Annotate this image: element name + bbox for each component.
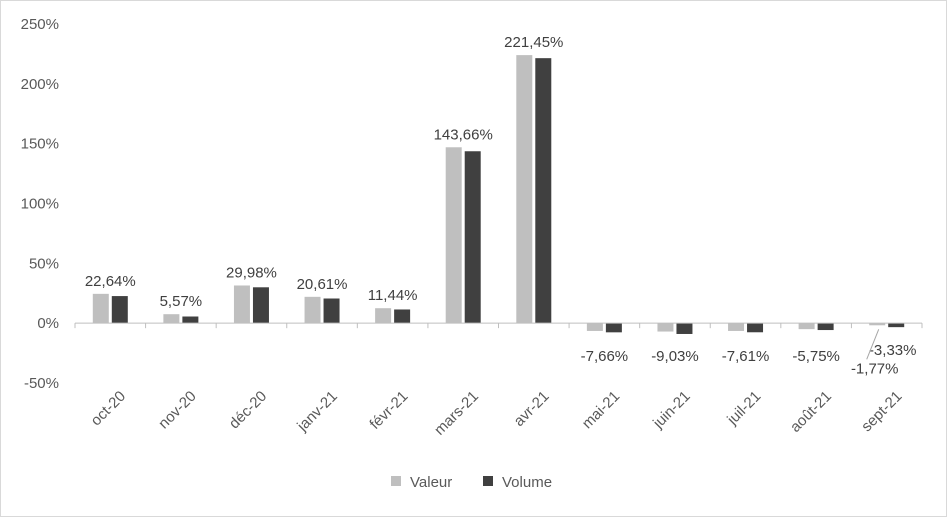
x-tick-label: déc-20 xyxy=(226,388,270,432)
x-tick-label: juil-21 xyxy=(723,388,764,429)
bar-volume xyxy=(535,58,552,324)
bar-valeur xyxy=(163,314,180,324)
bar-valeur xyxy=(657,323,674,332)
bar-volume xyxy=(888,323,905,328)
data-label: 22,64% xyxy=(85,273,136,290)
x-tick-label: juin-21 xyxy=(649,388,694,433)
legend-swatch-valeur xyxy=(391,476,401,486)
bar-volume xyxy=(111,296,128,324)
y-tick-label: 100% xyxy=(21,196,59,213)
y-axis: 250% 200% 150% 100% 50% 0% -50% xyxy=(21,16,59,392)
legend: Valeur Volume xyxy=(391,474,552,491)
x-tick-label: août-21 xyxy=(787,388,835,436)
bar-valeur xyxy=(869,323,886,326)
x-tick-label: avr-21 xyxy=(511,388,553,430)
bar-volume xyxy=(605,323,622,333)
bar-valeur xyxy=(375,308,392,324)
x-tick-label: mars-21 xyxy=(431,388,482,439)
bar-volume xyxy=(182,316,199,324)
x-tick-label: févr-21 xyxy=(366,388,411,433)
data-labels: 22,64% 5,57% 29,98% 20,61% 11,44% 143,66% 221,… xyxy=(85,34,917,377)
data-label: -9,03% xyxy=(651,348,699,365)
data-label: -1,77% xyxy=(851,360,899,377)
data-label: -5,75% xyxy=(792,348,840,365)
y-tick-label: 50% xyxy=(29,255,59,272)
data-label: 5,57% xyxy=(160,293,203,310)
bar-valeur xyxy=(798,323,815,330)
x-tick-label: sept-21 xyxy=(858,388,905,435)
zero-axis xyxy=(74,322,923,329)
bar-valeur xyxy=(233,285,250,324)
bar-valeur xyxy=(92,293,109,324)
y-tick-label: 150% xyxy=(21,136,59,153)
y-tick-label: 0% xyxy=(37,315,59,332)
bar-valeur xyxy=(304,296,321,324)
bar-volume xyxy=(323,298,340,324)
data-label: 20,61% xyxy=(297,276,348,293)
bars-group xyxy=(92,55,905,334)
bar-volume xyxy=(252,287,269,324)
y-tick-label: -50% xyxy=(24,375,59,392)
x-axis-labels: oct-20 nov-20 déc-20 janv-21 févr-21 mars-21 a… xyxy=(88,388,906,439)
data-label: -3,33% xyxy=(869,342,917,359)
x-tick-label: oct-20 xyxy=(88,388,130,430)
data-label: -7,66% xyxy=(581,348,629,365)
legend-swatch-volume xyxy=(483,476,493,486)
bar-volume xyxy=(817,323,834,331)
data-label: 143,66% xyxy=(434,126,493,143)
data-label: 221,45% xyxy=(504,34,563,51)
bar-volume xyxy=(747,323,764,333)
data-label: 29,98% xyxy=(226,264,277,281)
bar-volume xyxy=(394,309,411,324)
bar-volume xyxy=(464,151,481,324)
bar-valeur xyxy=(728,323,745,331)
bar-valeur xyxy=(445,147,462,324)
legend-label-volume: Volume xyxy=(502,474,552,491)
y-tick-label: 200% xyxy=(21,76,59,93)
data-label-leader xyxy=(866,329,880,360)
data-label: -7,61% xyxy=(722,348,770,365)
bar-valeur xyxy=(586,323,603,331)
bar-volume xyxy=(676,323,693,334)
x-tick-label: janv-21 xyxy=(293,388,341,436)
legend-label-valeur: Valeur xyxy=(410,474,452,491)
bar-valeur xyxy=(516,55,533,324)
y-tick-label: 250% xyxy=(21,16,59,33)
x-tick-label: mai-21 xyxy=(579,388,623,432)
data-label: 11,44% xyxy=(368,287,418,304)
x-tick-label: nov-20 xyxy=(155,388,199,432)
